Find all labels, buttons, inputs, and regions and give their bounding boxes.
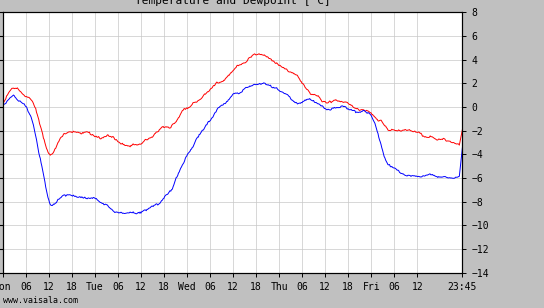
- Text: Temperature and Dewpoint [°C]: Temperature and Dewpoint [°C]: [135, 0, 330, 6]
- Text: www.vaisala.com: www.vaisala.com: [3, 296, 78, 305]
